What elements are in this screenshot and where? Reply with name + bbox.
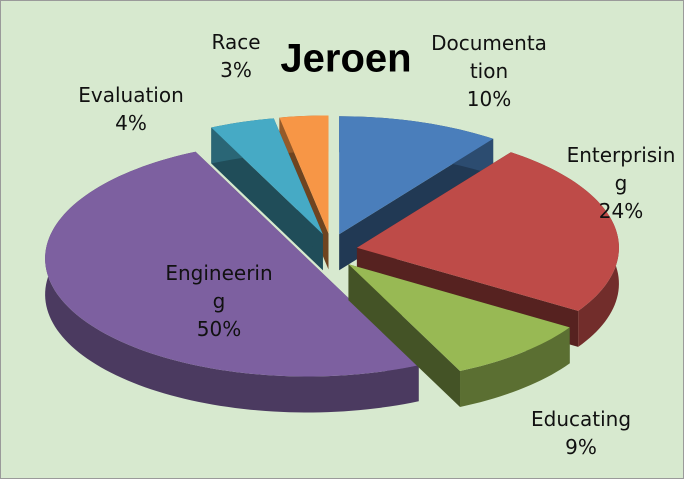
slice [348,264,570,407]
data-label: Documentation 10% [429,29,549,113]
label-name: Evaluation [78,83,184,107]
data-label: Race 3% [196,28,276,84]
label-name: Race [211,30,261,54]
data-label: Enterprising 24% [562,141,680,225]
slice-side [211,127,323,271]
slice [339,116,494,235]
label-value: 4% [115,111,147,135]
data-label: Evaluation 4% [71,81,191,137]
label-value: 50% [196,317,242,341]
label-name: Enterprising [566,143,676,195]
label-name: Documentation [431,31,547,83]
label-value: 10% [466,87,512,111]
slice [279,115,329,234]
slice [356,152,619,347]
slice [348,264,570,371]
label-value: 3% [220,58,252,82]
slice-side [45,151,419,413]
slice [45,151,419,413]
slice [211,118,323,235]
slice [45,151,419,377]
label-value: 9% [565,435,597,459]
label-name: Educating [530,407,632,431]
slice [356,152,619,311]
label-name: Engineering [165,261,273,313]
label-value: 24% [598,199,644,223]
slice [211,118,323,271]
chart-title: Jeroen [280,36,412,81]
data-label: Engineering 50% [164,259,274,343]
slice-side [460,327,570,407]
slice-side [348,264,461,407]
data-label: Educating 9% [521,405,641,461]
